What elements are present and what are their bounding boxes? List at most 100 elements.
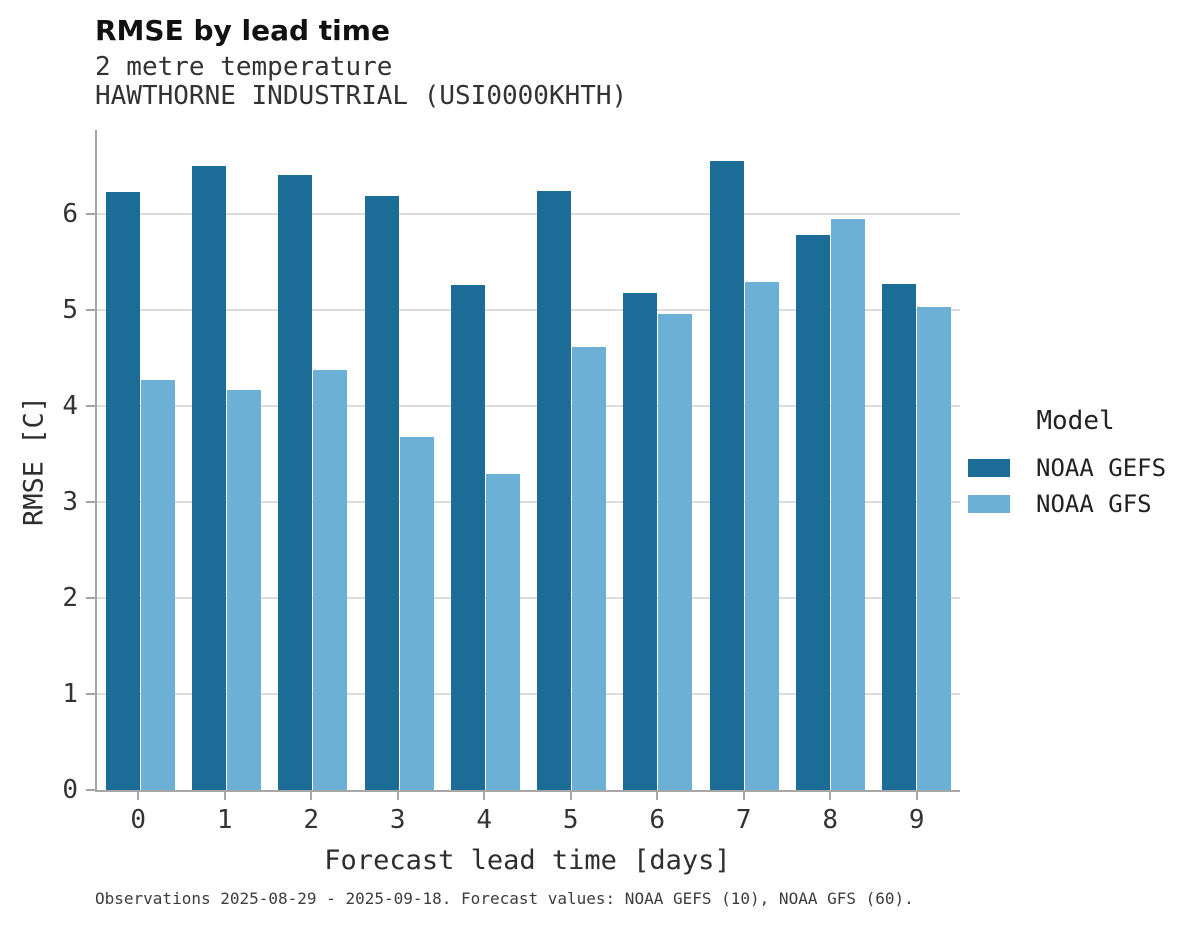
x-tick-label: 3 [389,805,406,835]
chart-subtitle-station: HAWTHORNE INDUSTRIAL (USI0000KHTH) [95,81,628,111]
bar-noaa-gfs [485,473,520,790]
plot-area [95,130,960,792]
y-tick-mark [86,500,95,503]
legend-entry-noaa-gefs: NOAA GEFS [968,450,1183,486]
bar-noaa-gfs [572,347,607,790]
y-tick-mark [86,404,95,407]
bar-noaa-gfs [140,379,175,790]
bar-noaa-gefs [278,175,313,790]
bar-noaa-gfs [744,281,779,790]
bar-noaa-gefs [623,293,658,790]
gridline [97,308,960,311]
bar-group-8 [787,130,873,790]
bar-group-4 [442,130,528,790]
x-tick-mark [656,792,659,800]
bar-noaa-gefs [450,284,485,790]
bar-group-7 [701,130,787,790]
x-tick-2: 2 [268,792,355,835]
bar-group-9 [874,130,960,790]
y-tick-mark [86,789,95,791]
x-tick-mark [223,792,226,800]
legend-title: Model [1036,406,1115,436]
x-tick-1: 1 [182,792,269,835]
legend-swatch-noaa-gefs [968,459,1010,477]
y-tick-label: 0 [62,775,78,805]
gridline [97,500,960,503]
y-tick-mark [86,308,95,311]
bars-layer [97,130,960,790]
y-tick-label: 1 [62,678,78,709]
x-tick-mark [569,792,572,800]
y-tick-marks [86,130,95,791]
x-tick-mark [742,792,745,800]
bar-group-3 [356,130,442,790]
x-tick-labels: 0 1 2 3 4 5 6 7 8 9 [95,792,960,835]
bar-noaa-gfs [658,314,693,790]
x-tick-label: 7 [735,805,752,835]
x-tick-0: 0 [95,792,182,835]
x-tick-mark [915,792,918,800]
bar-noaa-gfs [313,370,348,790]
x-tick-label: 8 [822,805,839,835]
gridline [97,596,960,599]
legend-entry-noaa-gfs: NOAA GFS [968,486,1183,522]
legend-entries: NOAA GEFS NOAA GFS [968,450,1183,522]
bar-group-5 [528,130,614,790]
x-tick-7: 7 [701,792,788,835]
x-tick-label: 6 [649,805,666,835]
bar-noaa-gefs [364,196,399,790]
bar-noaa-gefs [882,283,917,790]
x-tick-label: 0 [130,805,147,835]
x-tick-6: 6 [614,792,701,835]
x-tick-8: 8 [787,792,874,835]
x-tick-label: 2 [303,805,320,835]
x-tick-label: 9 [908,805,925,835]
x-tick-9: 9 [874,792,961,835]
y-tick-label: 4 [62,390,78,421]
bar-noaa-gefs [105,191,140,790]
legend-label: NOAA GFS [1036,490,1152,518]
gridline [97,404,960,407]
x-tick-5: 5 [528,792,615,835]
x-tick-mark [829,792,832,800]
x-axis-title: Forecast lead time [days] [324,845,731,876]
x-tick-mark [396,792,399,800]
bar-noaa-gefs [796,234,831,790]
y-tick-mark [86,596,95,599]
x-tick-mark [483,792,486,800]
bar-noaa-gfs [399,437,434,790]
y-tick-label: 2 [62,582,78,613]
bar-noaa-gfs [917,306,952,790]
gridlines [97,130,960,790]
bar-noaa-gefs [709,160,744,790]
bar-group-0 [97,130,183,790]
chart-title: RMSE by lead time [95,14,390,47]
y-tick-label: 6 [62,198,78,229]
x-tick-3: 3 [355,792,442,835]
bar-noaa-gefs [191,165,226,790]
bar-group-1 [183,130,269,790]
y-tick-mark [86,212,95,215]
x-tick-4: 4 [441,792,528,835]
gridline [97,692,960,695]
bar-noaa-gfs [226,390,261,790]
y-tick-label: 5 [62,294,78,325]
x-tick-mark [310,792,313,800]
chart-subtitle-variable: 2 metre temperature [95,52,393,82]
x-tick-label: 1 [216,805,233,835]
bar-noaa-gefs [537,190,572,790]
legend-swatch-noaa-gfs [968,495,1010,513]
y-tick-label: 3 [62,486,78,517]
x-tick-label: 4 [476,805,493,835]
legend: Model NOAA GEFS NOAA GFS [968,406,1183,522]
y-tick-mark [86,692,95,695]
bar-group-2 [270,130,356,790]
gridline [97,212,960,215]
x-tick-label: 5 [562,805,579,835]
x-tick-mark [137,792,140,800]
bar-group-6 [615,130,701,790]
legend-label: NOAA GEFS [1036,454,1167,482]
bar-noaa-gfs [831,219,866,790]
y-tick-labels: 0 1 2 3 4 5 6 [30,130,78,803]
